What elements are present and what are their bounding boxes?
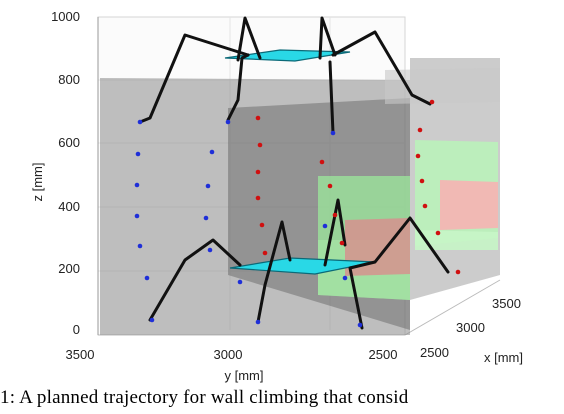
z-axis-label: z [mm]: [30, 163, 45, 202]
figure-caption: 1: A planned trajectory for wall climbin…: [0, 387, 409, 408]
x-tick-label: 3500: [492, 296, 521, 311]
z-axis-ticks: 0 200 400 600 800 1000: [51, 9, 80, 337]
z-tick-label: 1000: [51, 9, 80, 24]
y-axis-label: y [mm]: [225, 368, 264, 383]
y-axis-ticks: 3500 3000 2500: [66, 347, 398, 362]
z-tick-label: 400: [58, 199, 80, 214]
x-tick-label: 3000: [456, 320, 485, 335]
z-tick-label: 0: [73, 322, 80, 337]
y-tick-label: 3000: [214, 347, 243, 362]
y-tick-label: 3500: [66, 347, 95, 362]
x-tick-label: 2500: [420, 345, 449, 360]
robot-legs: [138, 16, 450, 330]
z-tick-label: 200: [58, 261, 80, 276]
robot-platforms: [224, 49, 376, 275]
trajectory-points: [134, 119, 363, 328]
x-axis-label: x [mm]: [484, 350, 523, 365]
z-tick-label: 800: [58, 72, 80, 87]
foothold-points: [255, 99, 461, 275]
z-tick-label: 600: [58, 135, 80, 150]
x-axis-ticks: 2500 3000 3500: [420, 296, 521, 360]
y-tick-label: 2500: [369, 347, 398, 362]
